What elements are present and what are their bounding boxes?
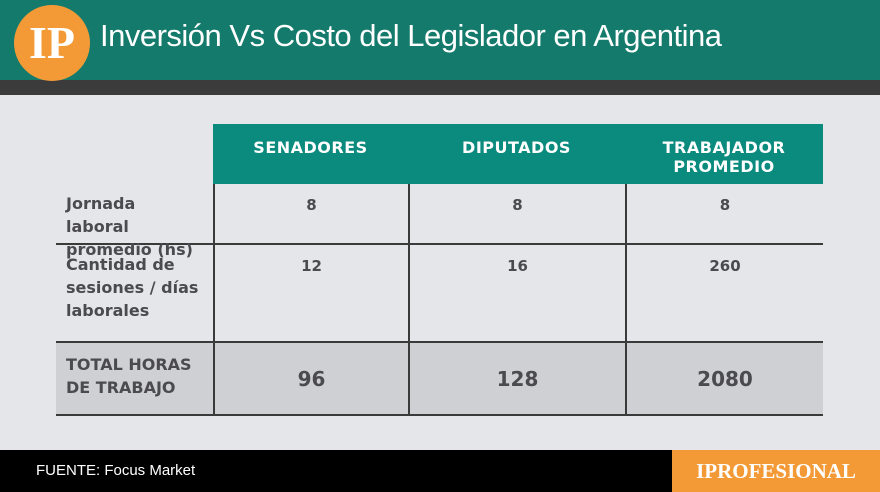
cell-value: 96	[213, 343, 408, 416]
cell-value: 8	[625, 184, 823, 245]
column-header: DIPUTADOS	[408, 124, 625, 184]
row-label: Jornada laboral promedio (hs)	[56, 184, 213, 259]
row-label: TOTAL HORAS DE TRABAJO	[56, 343, 213, 416]
cell-value: 16	[408, 245, 625, 343]
cell-value: 2080	[625, 343, 823, 416]
column-header: SENADORES	[213, 124, 408, 184]
title: Inversión Vs Costo del Legislador en Arg…	[100, 18, 722, 53]
cell-value: 8	[213, 184, 408, 245]
logo: IP	[14, 5, 90, 81]
brand: IPROFESIONAL	[672, 450, 880, 492]
header-band	[0, 0, 880, 80]
header-stripe	[0, 80, 880, 95]
source: FUENTE: Focus Market	[36, 462, 196, 479]
cell-value: 128	[408, 343, 625, 416]
cell-value: 8	[408, 184, 625, 245]
cell-value: 260	[625, 245, 823, 343]
column-header: TRABAJADOR PROMEDIO	[625, 124, 823, 184]
cell-value: 12	[213, 245, 408, 343]
row-label: Cantidad de sesiones / días laborales	[56, 245, 213, 343]
